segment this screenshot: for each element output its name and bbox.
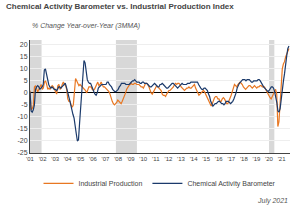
svg-text:'15: '15 [202, 156, 210, 162]
svg-text:'14: '14 [190, 156, 198, 162]
svg-text:'08: '08 [114, 156, 122, 162]
svg-text:-25: -25 [17, 149, 27, 156]
svg-text:'19: '19 [253, 156, 261, 162]
svg-text:Chemical Activity Barometer: Chemical Activity Barometer [187, 180, 275, 188]
svg-text:-5: -5 [21, 101, 27, 108]
svg-text:'09: '09 [127, 156, 135, 162]
svg-text:5: 5 [24, 77, 28, 84]
svg-text:15: 15 [20, 53, 28, 60]
svg-text:'20: '20 [265, 156, 273, 162]
svg-text:'05: '05 [76, 156, 84, 162]
svg-text:Chemical Activity Barometer vs: Chemical Activity Barometer vs. Industri… [6, 2, 234, 11]
svg-text:'02: '02 [39, 156, 47, 162]
svg-text:10: 10 [20, 65, 28, 72]
svg-text:'17: '17 [227, 156, 235, 162]
svg-text:-20: -20 [17, 137, 27, 144]
svg-text:Industrial Production: Industrial Production [79, 180, 143, 187]
svg-text:'07: '07 [102, 156, 110, 162]
svg-text:'18: '18 [240, 156, 248, 162]
svg-text:'03: '03 [51, 156, 59, 162]
svg-text:20: 20 [20, 41, 28, 48]
svg-text:0: 0 [24, 89, 28, 96]
svg-text:'13: '13 [177, 156, 185, 162]
svg-text:% Change Year-over-Year (3MMA): % Change Year-over-Year (3MMA) [32, 22, 140, 30]
svg-text:-15: -15 [17, 125, 27, 132]
svg-text:'11: '11 [152, 156, 160, 162]
svg-text:'16: '16 [215, 156, 223, 162]
svg-text:'01: '01 [26, 156, 34, 162]
svg-text:'12: '12 [164, 156, 172, 162]
svg-text:'10: '10 [139, 156, 147, 162]
svg-text:-10: -10 [17, 113, 27, 120]
svg-text:'21: '21 [278, 156, 286, 162]
svg-text:'04: '04 [64, 156, 72, 162]
svg-text:July 2021: July 2021 [257, 197, 288, 205]
svg-text:'06: '06 [89, 156, 97, 162]
